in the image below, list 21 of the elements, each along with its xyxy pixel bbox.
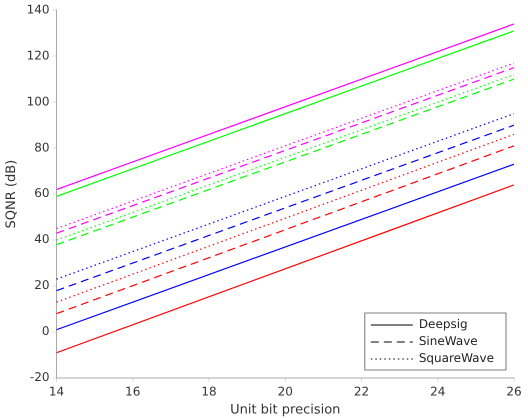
y-tick-label: -20 <box>30 370 50 384</box>
x-tick-label: 18 <box>201 384 217 398</box>
legend-label: SquareWave <box>418 351 494 366</box>
x-tick-label: 24 <box>430 384 446 398</box>
legend-label: Deepsig <box>418 317 468 332</box>
y-axis-title: SQNR (dB) <box>4 160 20 228</box>
y-tick-label: 80 <box>34 140 50 154</box>
x-axis-title: Unit bit precision <box>230 402 340 418</box>
legend-label: SineWave <box>418 334 478 348</box>
y-tick-label: 60 <box>34 186 50 200</box>
x-tick-label: 26 <box>506 384 522 398</box>
y-tick-label: 40 <box>34 232 50 246</box>
y-tick-label: 20 <box>34 278 50 292</box>
x-tick-label: 20 <box>278 384 293 398</box>
x-tick-label: 22 <box>354 384 370 398</box>
y-tick-label: 0 <box>42 324 50 338</box>
y-tick-label: 120 <box>26 48 50 62</box>
x-tick-label: 14 <box>48 384 64 398</box>
y-tick-label: 100 <box>26 94 50 108</box>
y-tick-label: 140 <box>26 2 50 16</box>
x-tick-label: 16 <box>125 384 140 398</box>
